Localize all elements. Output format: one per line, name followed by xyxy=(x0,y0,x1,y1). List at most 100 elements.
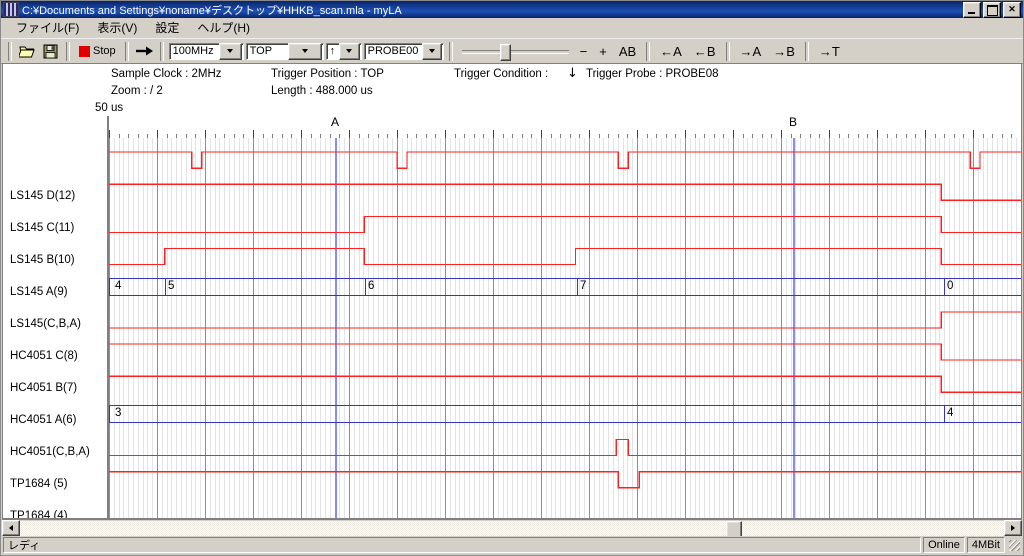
toolbar-separator xyxy=(159,41,164,61)
goto-trigger-button[interactable]: →T xyxy=(818,43,840,59)
next-b-button[interactable]: →B xyxy=(773,43,795,59)
ruler-tick-major xyxy=(877,130,878,138)
menu-item-view[interactable]: 表示(V) xyxy=(97,21,138,35)
scrollbar-trough[interactable] xyxy=(20,520,1004,538)
ruler-tick-minor xyxy=(867,134,868,138)
chevron-down-icon[interactable] xyxy=(338,42,360,60)
ruler-tick-major xyxy=(829,130,830,138)
channel-label-hc4051-c8[interactable]: HC4051 C(8) xyxy=(10,350,78,362)
save-button[interactable] xyxy=(40,41,61,61)
run-button[interactable] xyxy=(134,41,155,61)
channel-label-ls145-bus[interactable]: LS145(C,B,A) xyxy=(10,318,81,330)
channel-label-tp1684-5[interactable]: TP1684 (5) xyxy=(10,478,68,490)
toolbar-separator xyxy=(646,41,651,61)
ruler-tick-major xyxy=(157,130,158,138)
ruler-tick-minor xyxy=(339,134,340,138)
ruler-tick-minor xyxy=(992,134,993,138)
gridline-minor xyxy=(1011,138,1012,518)
zoom-slider[interactable] xyxy=(458,41,573,61)
prev-a-button[interactable]: ←A xyxy=(660,43,682,59)
resize-grip-icon[interactable] xyxy=(1007,538,1021,552)
menu-item-file[interactable]: ファイル(F) xyxy=(16,21,80,35)
ruler-tick-minor xyxy=(915,134,916,138)
trigger-edge-select[interactable]: ↑ xyxy=(325,42,362,60)
trace-ls145-b-10- xyxy=(109,215,1021,234)
channel-label-hc4051-b7[interactable]: HC4051 B(7) xyxy=(10,382,78,394)
stop-label: Stop xyxy=(93,45,116,57)
trigger-position-select[interactable]: TOP xyxy=(245,42,324,60)
menu-item-settings[interactable]: 設定 xyxy=(155,21,180,35)
channel-label-ls145-c11[interactable]: LS145 C(11) xyxy=(10,222,75,234)
trigger-condition-label: Trigger Condition : xyxy=(454,68,549,80)
ruler-tick-minor xyxy=(666,134,667,138)
ruler-tick-minor xyxy=(128,134,129,138)
channel-label-ls145-a9[interactable]: LS145 A(9) xyxy=(10,286,68,298)
ruler-tick-minor xyxy=(311,134,312,138)
ruler-tick-minor xyxy=(455,134,456,138)
right-arrow-icon xyxy=(135,46,153,56)
ruler-tick-minor xyxy=(839,134,840,138)
horizontal-scrollbar[interactable] xyxy=(2,519,1022,538)
ruler-tick-minor xyxy=(215,134,216,138)
status-message: レディ xyxy=(3,537,922,553)
channel-label-hc4051-a6[interactable]: HC4051 A(6) xyxy=(10,414,77,426)
gridline-major xyxy=(973,138,974,518)
ruler-tick-minor xyxy=(771,134,772,138)
signal-traces xyxy=(109,151,1021,489)
scroll-right-button[interactable] xyxy=(1004,520,1022,536)
ab-button[interactable]: AB xyxy=(618,43,637,59)
stop-button[interactable]: Stop xyxy=(75,41,120,61)
trace-hc4051-b-7- xyxy=(109,343,1021,361)
ruler-tick-minor xyxy=(291,134,292,138)
channel-label-tp1684-4[interactable]: TP1684 (4) xyxy=(10,510,68,519)
trace-tp1684-4- xyxy=(109,471,1021,489)
ruler-tick-minor xyxy=(263,134,264,138)
ruler-tick-minor xyxy=(906,134,907,138)
open-button[interactable] xyxy=(17,41,38,61)
sample-clock-select[interactable]: 100MHz xyxy=(168,42,244,60)
channel-label-ls145-d12[interactable]: LS145 D(12) xyxy=(10,190,76,202)
ruler-tick-minor xyxy=(983,134,984,138)
sample-clock-value: 100MHz xyxy=(172,45,214,57)
zoom-in-button[interactable]: + xyxy=(599,43,607,59)
channel-label-hc4051-bus[interactable]: HC4051(C,B,A) xyxy=(10,446,90,458)
ruler-tick-minor xyxy=(695,134,696,138)
channel-name-column: LS145 D(12) LS145 C(11) LS145 B(10) LS14… xyxy=(3,116,109,518)
ruler-tick-major xyxy=(253,130,254,138)
prev-b-button[interactable]: ←B xyxy=(693,43,716,59)
menu-bar: ファイル(F) 表示(V) 設定 ヘルプ(H) xyxy=(1,18,1023,38)
ruler-tick-minor xyxy=(675,134,676,138)
menu-item-help[interactable]: ヘルプ(H) xyxy=(197,21,251,35)
minimize-button[interactable] xyxy=(963,1,981,18)
maximize-button[interactable] xyxy=(983,1,1001,18)
ruler-tick-minor xyxy=(282,134,283,138)
timebase-label: 50 us xyxy=(95,102,124,114)
scroll-left-button[interactable] xyxy=(2,520,20,536)
ruler-tick-major xyxy=(781,130,782,138)
ruler-tick-minor xyxy=(234,134,235,138)
chevron-down-icon[interactable] xyxy=(219,42,242,60)
trigger-probe-select[interactable]: PROBE00 xyxy=(363,42,444,60)
trace-ls145-a-9- xyxy=(109,247,1021,266)
trigger-position-value: TOP xyxy=(249,45,273,57)
ruler-tick-minor xyxy=(618,134,619,138)
zoom-out-button[interactable]: − xyxy=(579,43,588,59)
channel-label-ls145-b10[interactable]: LS145 B(10) xyxy=(10,254,75,266)
chevron-down-icon[interactable] xyxy=(421,42,442,60)
zoom-info: Zoom : / 2 xyxy=(111,85,163,97)
next-a-button[interactable]: →A xyxy=(739,43,762,59)
status-memory: 4MBit xyxy=(966,537,1005,553)
trigger-edge-value: ↑ xyxy=(329,45,336,57)
bus-transition xyxy=(944,278,945,296)
ruler-tick-minor xyxy=(464,134,465,138)
ruler-tick-minor xyxy=(368,134,369,138)
gridline-minor xyxy=(1007,138,1008,518)
chevron-down-icon[interactable] xyxy=(288,42,322,60)
close-button[interactable]: ✕ xyxy=(1003,1,1021,18)
bus-value: 0 xyxy=(947,280,954,292)
scrollbar-thumb[interactable] xyxy=(726,520,742,538)
zoom-slider-thumb[interactable] xyxy=(499,44,511,61)
zoom-slider-track xyxy=(461,50,569,54)
